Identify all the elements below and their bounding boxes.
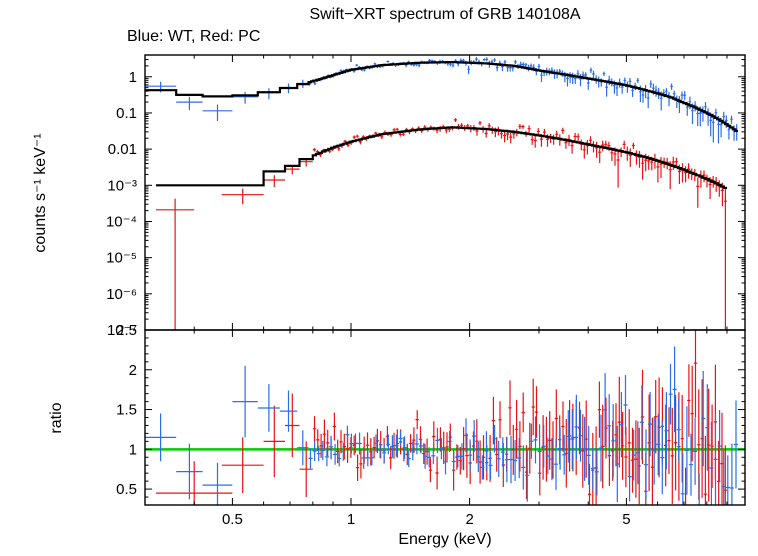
svg-text:0.1: 0.1 [116, 105, 137, 122]
svg-text:10⁻⁷: 10⁻⁷ [107, 322, 137, 339]
x-axis-label: Energy (keV) [398, 531, 492, 548]
svg-text:2: 2 [129, 362, 137, 379]
svg-text:2: 2 [465, 511, 473, 528]
ratio-panel [145, 330, 745, 505]
spectrum-panel [145, 57, 738, 330]
tick-labels: 0.5 1 2 5 1 0.1 0.01 10⁻³ 10⁻⁴ 10⁻⁵ 10⁻⁶ 10⁻⁷ 0.5 1 1.… [106, 69, 631, 528]
svg-text:5: 5 [622, 511, 630, 528]
svg-text:0.01: 0.01 [108, 141, 137, 158]
svg-text:10⁻⁵: 10⁻⁵ [106, 250, 137, 267]
chart-title: Swift−XRT spectrum of GRB 140108A [309, 6, 581, 23]
svg-text:10⁻³: 10⁻³ [107, 177, 137, 194]
svg-text:10⁻⁶: 10⁻⁶ [106, 286, 137, 303]
chart-subtitle: Blue: WT, Red: PC [127, 28, 261, 45]
svg-text:0.5: 0.5 [222, 511, 243, 528]
svg-text:1: 1 [347, 511, 355, 528]
svg-text:1: 1 [129, 69, 137, 86]
svg-text:1.5: 1.5 [116, 402, 137, 419]
panel-frames [144, 54, 746, 506]
svg-text:1: 1 [129, 441, 137, 458]
svg-text:0.5: 0.5 [116, 481, 137, 498]
svg-text:10⁻⁴: 10⁻⁴ [106, 213, 137, 230]
svg-text:2.5: 2.5 [116, 322, 137, 339]
